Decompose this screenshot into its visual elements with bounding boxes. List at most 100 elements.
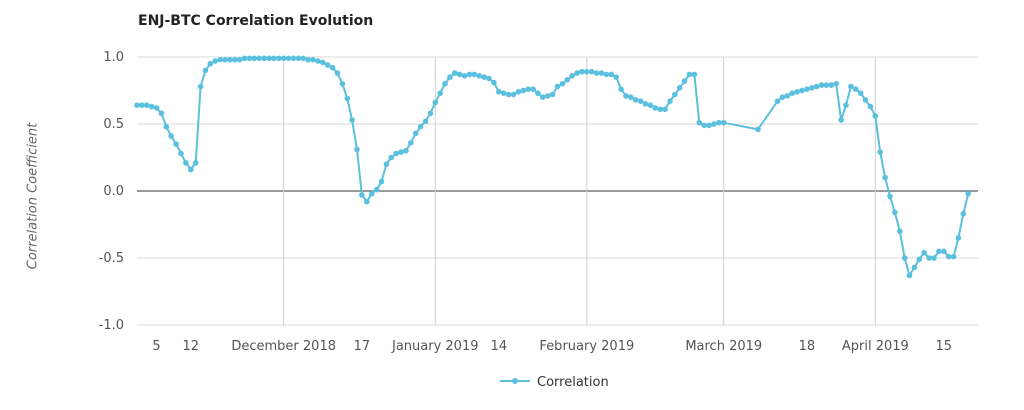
data-point[interactable] [549, 91, 556, 98]
data-point[interactable] [588, 68, 595, 75]
data-point[interactable] [408, 140, 414, 146]
data-point[interactable] [163, 123, 170, 130]
data-point[interactable] [158, 110, 165, 117]
data-point[interactable] [393, 150, 399, 157]
data-point[interactable] [241, 55, 248, 62]
data-point[interactable] [486, 75, 492, 82]
data-point[interactable] [632, 97, 639, 103]
data-point[interactable] [373, 186, 380, 193]
data-point[interactable] [398, 149, 404, 155]
data-point[interactable] [437, 90, 444, 96]
data-point[interactable] [794, 89, 800, 95]
data-point[interactable] [613, 74, 619, 80]
data-point[interactable] [892, 209, 898, 216]
data-point[interactable] [799, 87, 805, 94]
data-point[interactable] [911, 264, 918, 271]
data-point[interactable] [857, 90, 864, 96]
data-point[interactable] [530, 86, 536, 92]
data-point[interactable] [921, 249, 927, 256]
data-point[interactable] [515, 89, 522, 95]
data-point[interactable] [315, 58, 321, 64]
data-point[interactable] [276, 55, 282, 62]
data-point[interactable] [965, 190, 971, 197]
data-point[interactable] [657, 106, 663, 113]
data-point[interactable] [280, 55, 287, 62]
data-point[interactable] [192, 160, 199, 166]
data-point[interactable] [422, 118, 429, 125]
data-point[interactable] [789, 90, 795, 96]
data-point[interactable] [897, 228, 903, 234]
data-point[interactable] [916, 256, 923, 263]
data-point[interactable] [447, 74, 453, 80]
data-point[interactable] [285, 55, 292, 62]
data-point[interactable] [148, 103, 155, 110]
data-point[interactable] [207, 60, 214, 67]
data-point[interactable] [593, 70, 600, 76]
data-point[interactable] [417, 123, 424, 130]
data-point[interactable] [227, 56, 233, 63]
data-point[interactable] [686, 71, 693, 78]
data-point[interactable] [173, 141, 179, 147]
data-point[interactable] [344, 95, 351, 102]
data-point[interactable] [183, 160, 189, 166]
data-point[interactable] [505, 91, 512, 98]
data-point[interactable] [540, 94, 546, 100]
data-point[interactable] [554, 83, 561, 90]
data-point[interactable] [188, 166, 194, 173]
data-point[interactable] [300, 55, 307, 62]
data-point[interactable] [466, 71, 473, 78]
data-point[interactable] [642, 101, 649, 107]
data-point[interactable] [598, 70, 605, 76]
data-point[interactable] [544, 93, 551, 99]
data-point[interactable] [246, 55, 253, 62]
data-point[interactable] [618, 86, 624, 92]
data-point[interactable] [481, 74, 488, 80]
data-point[interactable] [887, 193, 893, 200]
data-point[interactable] [711, 121, 717, 127]
data-point[interactable] [818, 82, 825, 88]
data-point[interactable] [877, 149, 883, 155]
data-point[interactable] [471, 71, 478, 78]
data-point[interactable] [144, 102, 150, 108]
data-point[interactable] [168, 133, 174, 139]
data-point[interactable] [324, 62, 331, 68]
data-point[interactable] [354, 146, 360, 153]
data-point[interactable] [676, 85, 683, 91]
data-point[interactable] [334, 70, 341, 76]
data-point[interactable] [569, 73, 575, 79]
data-point[interactable] [637, 98, 644, 104]
data-point[interactable] [178, 150, 184, 157]
data-point[interactable] [559, 81, 566, 87]
data-point[interactable] [579, 68, 585, 75]
data-point[interactable] [271, 55, 277, 62]
legend[interactable]: Correlation [500, 375, 609, 390]
data-point[interactable] [941, 248, 947, 255]
data-point[interactable] [212, 58, 218, 64]
data-point[interactable] [427, 110, 434, 117]
data-point[interactable] [510, 91, 517, 98]
data-point[interactable] [256, 55, 263, 62]
data-point[interactable] [134, 102, 140, 108]
data-point[interactable] [950, 253, 957, 260]
data-point[interactable] [403, 148, 409, 154]
data-point[interactable] [359, 192, 365, 198]
data-point[interactable] [320, 59, 326, 66]
data-point[interactable] [813, 83, 820, 90]
data-point[interactable] [378, 178, 385, 185]
data-point[interactable] [476, 73, 483, 79]
data-point[interactable] [388, 154, 395, 161]
data-point[interactable] [936, 248, 942, 255]
data-point[interactable] [838, 117, 844, 123]
data-point[interactable] [564, 77, 571, 83]
data-point[interactable] [236, 56, 243, 63]
data-point[interactable] [461, 73, 468, 79]
data-point[interactable] [628, 94, 634, 100]
data-point[interactable] [153, 105, 160, 111]
data-point[interactable] [535, 90, 541, 96]
data-point[interactable] [202, 67, 209, 74]
data-point[interactable] [349, 117, 355, 123]
data-point[interactable] [574, 70, 580, 76]
data-point[interactable] [329, 64, 336, 71]
data-point[interactable] [266, 55, 272, 62]
data-point[interactable] [608, 71, 615, 78]
